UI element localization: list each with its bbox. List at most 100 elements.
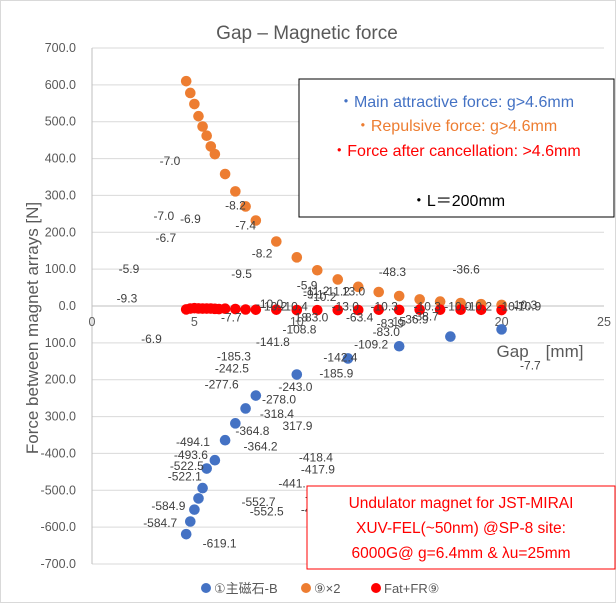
data-point xyxy=(230,418,241,429)
data-label: -8.2 xyxy=(252,247,273,261)
y-tick-label: 0.0 xyxy=(59,299,76,313)
y-tick-label: 200.0 xyxy=(45,373,76,387)
data-point xyxy=(240,201,251,212)
data-label: -10.9 xyxy=(514,299,542,313)
data-label: -9.1 xyxy=(303,288,324,302)
data-label: -83.9 xyxy=(377,316,405,330)
data-label: 317.9 xyxy=(282,419,312,433)
data-point xyxy=(185,516,196,527)
data-point xyxy=(185,87,196,99)
data-label: -36.9 xyxy=(401,313,429,327)
x-tick-label: 5 xyxy=(191,315,198,329)
series-points xyxy=(180,75,507,540)
data-label: -10.2 xyxy=(465,299,493,313)
data-label: -63.4 xyxy=(346,310,374,324)
data-label: -10.2 xyxy=(260,299,288,313)
y-tick-label: 300.0 xyxy=(45,188,76,202)
data-point xyxy=(240,304,251,315)
data-point xyxy=(311,264,323,276)
x-tick-label: 15 xyxy=(392,315,406,329)
data-label: -8.2 xyxy=(225,198,246,212)
data-point xyxy=(475,304,487,316)
data-point xyxy=(342,353,354,364)
gridlines xyxy=(92,47,604,565)
data-point xyxy=(393,304,405,316)
data-label: -6.7 xyxy=(155,231,176,245)
data-point xyxy=(393,290,405,302)
data-label: -9.5 xyxy=(231,267,252,281)
data-label: -10.3 xyxy=(371,299,399,313)
y-tick-label: 100.0 xyxy=(45,336,76,350)
data-label: -142.4 xyxy=(323,350,357,364)
data-label: -10.0 xyxy=(444,299,472,313)
data-point xyxy=(180,75,192,87)
force-box-line-cancellation: ・Force after cancellation: >4.6mm xyxy=(331,143,580,160)
x-tick-label: 0 xyxy=(89,315,96,329)
data-label: -584.7 xyxy=(143,516,177,530)
y-tick-label: -400.0 xyxy=(41,446,76,460)
data-point xyxy=(197,482,208,494)
data-label: -6.9 xyxy=(180,212,201,226)
data-label: -417.9 xyxy=(301,462,335,476)
y-tick-label: -500.0 xyxy=(41,483,76,497)
data-label: -7.4 xyxy=(235,219,256,233)
legend: ①主磁石-B ⑨×2 Fat+FR⑨ xyxy=(201,581,439,596)
data-label: -185.3 xyxy=(217,350,251,364)
data-label: -522.1 xyxy=(168,470,202,484)
data-point xyxy=(250,390,262,401)
data-point xyxy=(230,186,241,197)
data-label: -278.0 xyxy=(262,392,296,406)
data-point xyxy=(250,304,262,315)
legend-label: ①主磁石-B xyxy=(214,581,278,596)
data-point xyxy=(201,130,212,142)
data-point xyxy=(352,281,364,293)
magnet-annotation-box: Undulator magnet for JST-MIRAI XUV-FEL(~… xyxy=(306,485,616,570)
data-point xyxy=(434,296,446,307)
series-1 xyxy=(180,324,507,540)
x-tick-label: 25 xyxy=(597,315,611,329)
y-tick-label: 500.0 xyxy=(45,115,76,129)
x-tick-label: 10 xyxy=(290,315,304,329)
y-tick-label: -600.0 xyxy=(41,520,76,534)
data-label: -5.9 xyxy=(297,278,318,292)
data-point xyxy=(352,304,364,316)
data-label: -13.0 xyxy=(332,299,360,313)
data-label: -11.2 xyxy=(303,284,330,298)
data-label: -441. xyxy=(278,477,305,491)
legend-marker xyxy=(301,583,311,593)
data-label: -619.1 xyxy=(203,536,237,550)
data-label: -10.7 xyxy=(498,299,526,313)
data-label: -7.7 xyxy=(221,310,242,324)
data-label: -36.6 xyxy=(452,263,480,277)
data-point xyxy=(434,304,446,315)
data-label: -109.2 xyxy=(354,337,388,351)
data-label: 18 xyxy=(295,310,309,324)
data-point xyxy=(455,304,466,316)
y-tick-label: 400.0 xyxy=(45,152,76,166)
data-point xyxy=(209,148,221,160)
data-label: -7.7 xyxy=(520,358,541,372)
data-label: -10.3 xyxy=(414,299,442,313)
data-label: -6.9 xyxy=(141,332,162,346)
y-tick-label: 300.0 xyxy=(45,410,76,424)
data-point xyxy=(197,121,208,132)
data-point xyxy=(496,324,507,335)
data-label: -83.0 xyxy=(373,325,401,339)
y-axis-title: Force between magnet arrays [N] xyxy=(23,202,42,454)
data-point xyxy=(219,303,231,315)
data-point xyxy=(373,304,385,315)
data-label: -48.3 xyxy=(379,265,407,279)
chart-title: Gap – Magnetic force xyxy=(216,23,398,44)
y-tick-label: 200.0 xyxy=(45,225,76,239)
data-label: -364.2 xyxy=(244,439,278,453)
force-box-line-repulsive: ・Repulsive force: g>4.6mm xyxy=(355,118,557,135)
data-point xyxy=(311,304,323,316)
data-label: -10.4 xyxy=(280,299,308,313)
data-label: -493.6 xyxy=(174,448,208,462)
data-label: -9.3 xyxy=(117,291,138,305)
data-label: -38.7 xyxy=(411,310,439,324)
force-box-line-main: ・Main attractive force: g>4.6mm xyxy=(338,94,574,111)
y-tick-labels: 700.0 600.0 500.0 400.0 300.0 200.0 100.0 0.0 10… xyxy=(41,41,77,571)
data-point xyxy=(193,110,204,122)
